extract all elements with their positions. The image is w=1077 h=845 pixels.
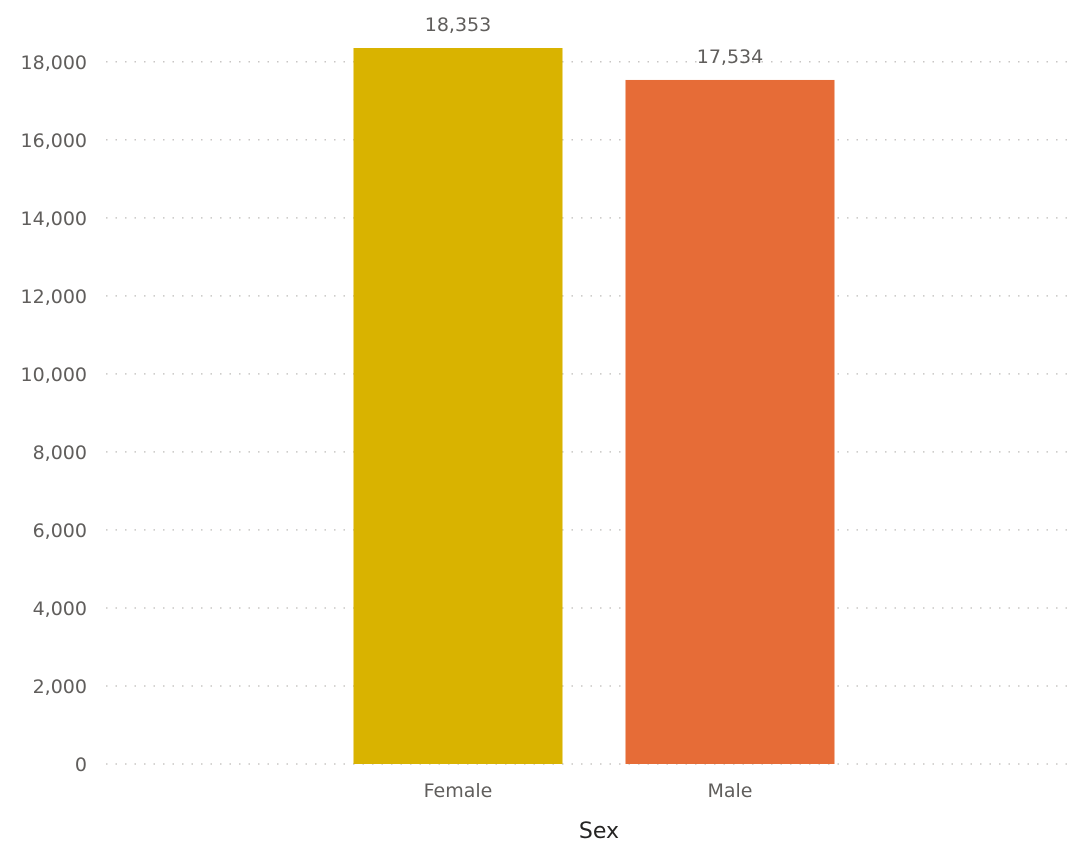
bars (353, 48, 835, 764)
x-axis-ticks: Female Male (424, 780, 753, 802)
y-tick-label: 14,000 (21, 208, 87, 230)
bar-female[interactable] (353, 48, 563, 764)
y-tick-label: 0 (75, 754, 87, 776)
x-axis-title: Sex (579, 819, 619, 844)
y-tick-label: 6,000 (33, 520, 87, 542)
y-tick-label: 16,000 (21, 130, 87, 152)
y-tick-label: 12,000 (21, 286, 87, 308)
bar-male[interactable] (625, 79, 835, 764)
y-tick-label: 18,000 (21, 52, 87, 74)
y-tick-label: 2,000 (33, 676, 87, 698)
x-tick-label-female: Female (424, 780, 493, 802)
data-label-male: 17,534 (697, 46, 763, 68)
data-labels: 18,353 17,534 (425, 14, 763, 68)
y-axis-ticks: 0 2,000 4,000 6,000 8,000 10,000 12,000 14,000 1… (21, 52, 87, 776)
y-tick-label: 8,000 (33, 442, 87, 464)
y-tick-label: 10,000 (21, 364, 87, 386)
gridlines (106, 61, 1070, 765)
x-tick-label-male: Male (707, 780, 752, 802)
data-label-female: 18,353 (425, 14, 491, 36)
y-tick-label: 4,000 (33, 598, 87, 620)
